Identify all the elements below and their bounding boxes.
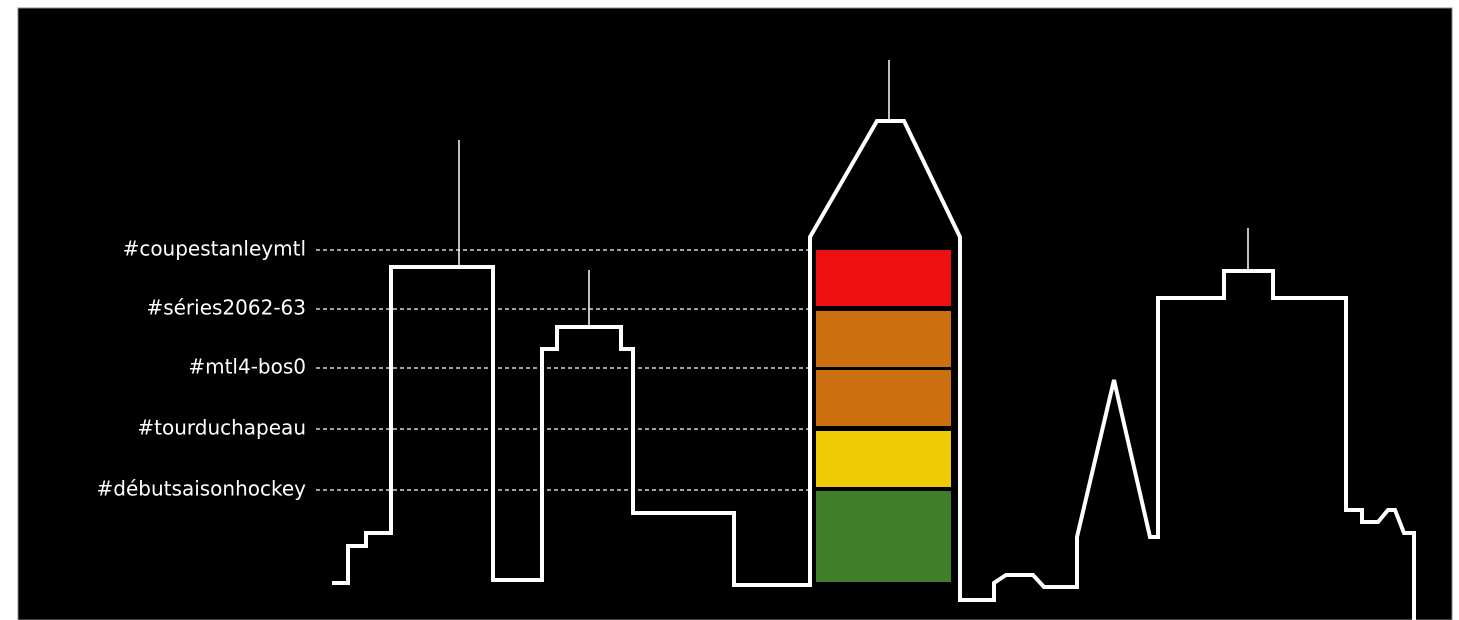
band-orange [816, 370, 951, 426]
band-red [816, 250, 951, 306]
band-yellow [816, 431, 951, 487]
tag-label: #séries2062-63 [146, 296, 306, 320]
tag-label: #mtl4-bos0 [188, 355, 306, 379]
band-orange [816, 311, 951, 367]
skyline [332, 119, 1416, 620]
antennas [458, 60, 1249, 327]
leader-lines [316, 249, 808, 491]
tag-label: #débutsaisonhockey [97, 477, 307, 501]
tag-label: #tourduchapeau [137, 416, 306, 440]
level-bands [816, 250, 951, 582]
tag-label: #coupestanleymtl [123, 237, 306, 261]
tag-labels: #coupestanleymtl #séries2062-63 #mtl4-bo… [97, 237, 307, 501]
band-green [816, 491, 951, 582]
